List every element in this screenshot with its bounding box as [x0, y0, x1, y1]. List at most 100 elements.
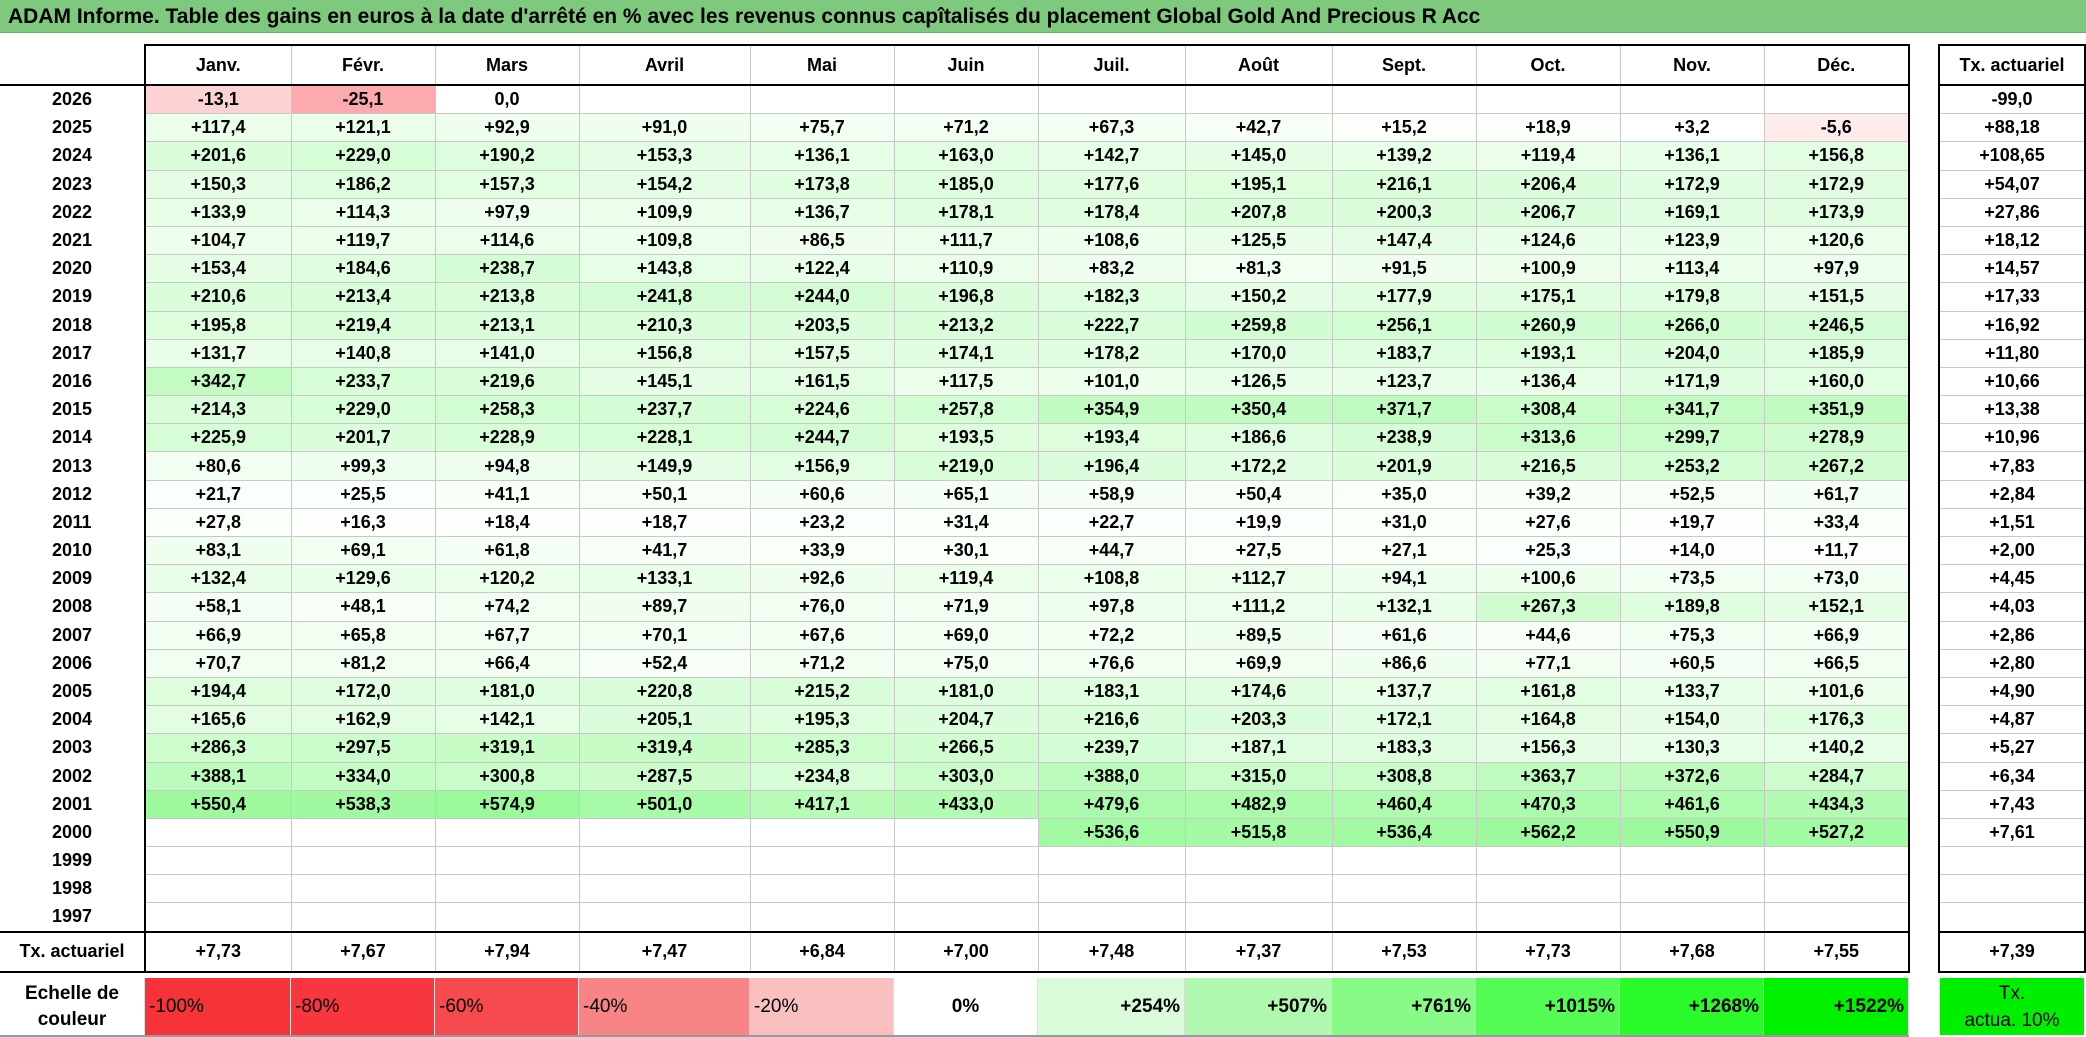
gain-cell: +101,0	[1037, 366, 1186, 397]
gain-cell: +18,9	[1475, 113, 1621, 143]
year-label: 2015	[0, 395, 146, 424]
gain-cell: +67,3	[1037, 113, 1186, 143]
gain-cell: +186,6	[1184, 423, 1333, 453]
gain-cell: +350,4	[1184, 395, 1333, 425]
gain-cell: +27,1	[1331, 535, 1477, 566]
gain-cell: +219,4	[290, 310, 436, 340]
gain-cell: +113,4	[1619, 254, 1765, 284]
gain-cell: +139,2	[1331, 141, 1477, 171]
gain-cell: +193,1	[1475, 338, 1621, 368]
gain-cell: +136,4	[1475, 366, 1621, 397]
month-header: Sept.	[1331, 44, 1477, 86]
tx-value: +54,07	[1938, 169, 2086, 199]
tx-value: +11,80	[1938, 338, 2086, 368]
gain-cell: +119,4	[893, 564, 1039, 594]
gain-cell: +133,9	[144, 197, 292, 227]
gain-cell: +101,6	[1763, 676, 1910, 707]
gain-cell: +220,8	[578, 676, 751, 707]
gain-cell: +176,3	[1763, 705, 1910, 735]
gain-cell: +67,7	[434, 620, 580, 650]
gain-cell: +297,5	[290, 733, 436, 763]
gain-cell	[893, 902, 1039, 933]
gain-cell	[578, 874, 751, 904]
gain-cell: +319,1	[434, 733, 580, 763]
tx-value: +7,83	[1938, 451, 2086, 481]
gain-cell: +19,7	[1619, 507, 1765, 538]
tx-value: +6,34	[1938, 761, 2086, 791]
gain-cell: +86,6	[1331, 648, 1477, 678]
gain-cell: +156,8	[1763, 141, 1910, 171]
table-row: 2009 +132,4 +129,6 +120,2 +133,1 +92,6 +119,4 +…	[0, 564, 1910, 594]
gain-cell: +72,2	[1037, 620, 1186, 650]
table-row: +11,80	[1938, 338, 2086, 368]
gain-cell: +562,2	[1475, 817, 1621, 848]
gain-cell: +133,1	[578, 564, 751, 594]
color-scale-step: -20%	[750, 978, 894, 1035]
gain-cell: +117,4	[144, 113, 292, 143]
gain-cell: +97,9	[434, 197, 580, 227]
table-row: 2003 +286,3 +297,5 +319,1 +319,4 +285,3 +266,5…	[0, 733, 1910, 763]
gain-cell: +178,4	[1037, 197, 1186, 227]
month-header: Oct.	[1475, 44, 1621, 86]
table-row: +16,92	[1938, 310, 2086, 340]
gain-cell: +303,0	[893, 761, 1039, 791]
gain-cell: +112,7	[1184, 564, 1333, 594]
tx-value: +18,12	[1938, 225, 2086, 256]
gain-cell: +75,7	[749, 113, 895, 143]
year-label: 2023	[0, 170, 146, 199]
footer-label: Tx. actuariel	[0, 930, 146, 973]
month-header: Nov.	[1619, 44, 1765, 86]
gain-cell: +238,9	[1331, 423, 1477, 453]
gain-cell: +97,8	[1037, 592, 1186, 622]
gain-cell	[434, 846, 580, 876]
gain-cell	[1184, 84, 1333, 115]
gain-cell: +257,8	[893, 395, 1039, 425]
table-row: 2020 +153,4 +184,6 +238,7 +143,8 +122,4 +110,9…	[0, 254, 1910, 284]
tx-value: +2,84	[1938, 479, 2086, 509]
gain-cell: +30,1	[893, 535, 1039, 566]
year-label: 2024	[0, 141, 146, 171]
gain-cell: +196,8	[893, 282, 1039, 312]
table-row: +108,65	[1938, 141, 2086, 171]
gain-cell: +147,4	[1331, 225, 1477, 256]
table-row: +17,33	[1938, 282, 2086, 312]
gain-cell: +177,9	[1331, 282, 1477, 312]
gain-cell: +124,6	[1475, 225, 1621, 256]
gain-cell: +185,9	[1763, 338, 1910, 368]
table-row: 2019 +210,6 +213,4 +213,8 +241,8 +244,0 +196,8…	[0, 282, 1910, 312]
gain-cell: +100,6	[1475, 564, 1621, 594]
gain-cell: +73,5	[1619, 564, 1765, 594]
gain-cell: +228,9	[434, 423, 580, 453]
color-scale-label-line2: couleur	[37, 1009, 107, 1030]
gain-cell: +206,7	[1475, 197, 1621, 227]
gain-cell: +170,0	[1184, 338, 1333, 368]
tx-value: +2,00	[1938, 535, 2086, 566]
gain-cell: +162,9	[290, 705, 436, 735]
year-label: 2002	[0, 762, 146, 791]
gain-cell	[290, 874, 436, 904]
tx-value: +4,03	[1938, 592, 2086, 622]
gain-cell: +536,4	[1331, 817, 1477, 848]
month-header: Déc.	[1763, 44, 1910, 86]
table-row: +4,87	[1938, 705, 2086, 735]
table-row: 2017 +131,7 +140,8 +141,0 +156,8 +157,5 +174,1…	[0, 338, 1910, 368]
table-row: 1999	[0, 846, 1910, 876]
color-scale-tx-actuariel: Tx. actua. 10%	[1940, 978, 2084, 1035]
gain-cell: +222,7	[1037, 310, 1186, 340]
tx-value: +10,96	[1938, 423, 2086, 453]
table-row: +7,61	[1938, 817, 2086, 848]
gain-cell: +313,6	[1475, 423, 1621, 453]
gain-cell: +239,7	[1037, 733, 1186, 763]
gain-cell	[290, 902, 436, 933]
gain-cell: +536,6	[1037, 817, 1186, 848]
gain-cell: +111,2	[1184, 592, 1333, 622]
gain-cell: +190,2	[434, 141, 580, 171]
gain-cell: +65,8	[290, 620, 436, 650]
gain-cell: +114,6	[434, 225, 580, 256]
gain-cell	[1763, 846, 1910, 876]
gain-cell: +225,9	[144, 423, 292, 453]
gain-cell	[578, 846, 751, 876]
gain-cell: +41,1	[434, 479, 580, 509]
tx-value: +14,57	[1938, 254, 2086, 284]
